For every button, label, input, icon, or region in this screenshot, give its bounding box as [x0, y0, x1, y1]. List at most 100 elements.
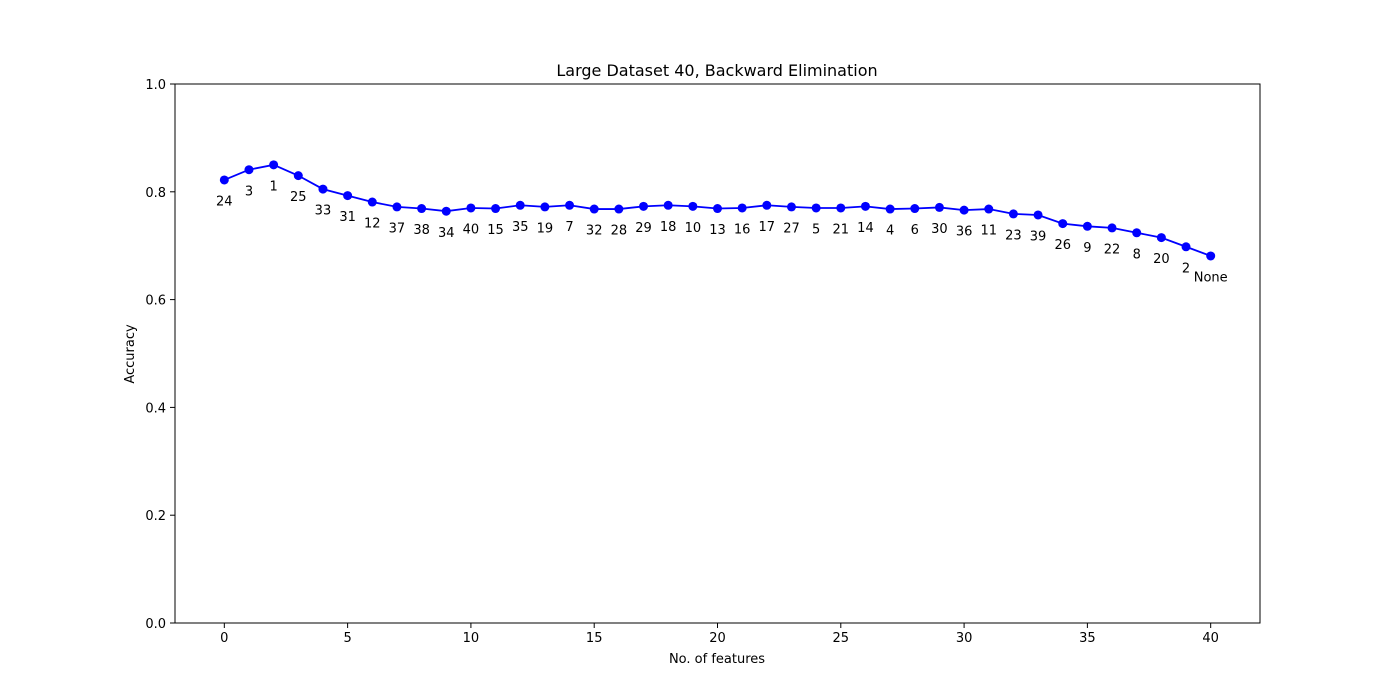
data-point: [1107, 223, 1117, 233]
y-tick-label: 0.0: [145, 617, 166, 632]
data-point: [885, 204, 895, 214]
x-axis-label: No. of features: [669, 652, 765, 667]
data-point: [639, 201, 649, 211]
x-tick-label: 30: [956, 631, 973, 646]
data-point: [293, 171, 303, 181]
data-point: [417, 204, 427, 214]
data-point: [219, 175, 229, 185]
point-label: 14: [857, 221, 874, 236]
point-label: 35: [512, 220, 529, 235]
point-label: 29: [635, 221, 652, 236]
x-tick-label: 15: [586, 631, 603, 646]
x-tick-label: 40: [1202, 631, 1219, 646]
point-label: 20: [1153, 252, 1170, 267]
data-point: [392, 202, 402, 212]
point-label: 21: [833, 223, 850, 238]
x-tick-label: 0: [220, 631, 228, 646]
point-label: 6: [911, 223, 919, 238]
data-point: [269, 160, 279, 170]
data-point: [1156, 233, 1166, 243]
point-label: 19: [537, 221, 554, 236]
y-tick-label: 0.2: [145, 509, 166, 524]
data-point: [959, 205, 969, 215]
x-tick-label: 25: [833, 631, 850, 646]
data-point: [1008, 209, 1018, 219]
point-label: 17: [759, 220, 776, 235]
data-point: [491, 204, 501, 214]
y-tick-label: 0.8: [145, 186, 166, 201]
data-point: [786, 202, 796, 212]
point-label: 2: [1182, 261, 1190, 276]
data-point: [860, 201, 870, 211]
point-label: 12: [364, 217, 381, 232]
point-label: 23: [1005, 228, 1022, 243]
y-tick-label: 1.0: [145, 78, 166, 93]
data-point: [1206, 251, 1216, 261]
point-label: 40: [463, 223, 480, 238]
point-label: 33: [315, 204, 332, 219]
point-label: 25: [290, 190, 307, 205]
point-label: 7: [565, 220, 573, 235]
point-label: 34: [438, 226, 455, 241]
point-label: 10: [685, 221, 702, 236]
point-label: 32: [586, 224, 603, 239]
point-label: 31: [339, 210, 356, 225]
data-point: [1132, 228, 1142, 238]
data-point: [466, 203, 476, 213]
data-point: [1181, 242, 1191, 252]
data-point: [614, 204, 624, 214]
point-label: 9: [1083, 241, 1091, 256]
point-label: None: [1194, 271, 1228, 286]
point-label: 15: [487, 223, 504, 238]
data-point: [540, 202, 550, 212]
data-point: [441, 206, 451, 216]
data-point: [762, 200, 772, 210]
point-label: 5: [812, 223, 820, 238]
x-tick-label: 20: [709, 631, 726, 646]
data-point: [589, 204, 599, 214]
point-label: 1: [269, 179, 277, 194]
x-tick-label: 10: [463, 631, 480, 646]
point-label: 8: [1133, 247, 1141, 262]
series-group: [219, 160, 1216, 261]
point-label: 18: [660, 220, 677, 235]
y-tick-label: 0.6: [145, 294, 166, 309]
point-label: 16: [734, 223, 751, 238]
plot-frame: [174, 83, 1261, 624]
point-label: 3: [245, 184, 253, 199]
data-point: [934, 202, 944, 212]
data-point: [367, 197, 377, 207]
data-point: [565, 200, 575, 210]
point-label: 36: [956, 225, 973, 240]
point-label: 38: [413, 223, 430, 238]
data-point: [688, 201, 698, 211]
point-label: 28: [611, 224, 628, 239]
data-point: [910, 204, 920, 214]
point-label: 13: [709, 223, 726, 238]
data-point: [244, 165, 254, 175]
point-label: 4: [886, 224, 894, 239]
point-label: 27: [783, 221, 800, 236]
y-tick-label: 0.4: [145, 401, 166, 416]
data-point: [343, 191, 353, 201]
data-point: [836, 203, 846, 213]
data-point: [713, 204, 722, 214]
data-point: [1058, 219, 1068, 229]
data-point: [737, 203, 747, 213]
point-label: 11: [980, 224, 997, 239]
y-axis-label: Accuracy: [123, 324, 138, 384]
data-point: [318, 184, 328, 194]
data-point: [515, 200, 525, 210]
data-point: [984, 204, 994, 214]
data-point: [811, 203, 821, 213]
x-tick-label: 35: [1079, 631, 1096, 646]
point-label: 26: [1054, 238, 1071, 253]
point-label: 22: [1104, 242, 1121, 257]
point-label: 39: [1030, 230, 1047, 245]
ticks: 0 5 10 15 20 25 30 35 40 0.0 0.2 0.4 0.6 0.8 1.0: [145, 78, 1219, 646]
chart-title: Large Dataset 40, Backward Elimination: [556, 61, 877, 80]
point-label: 30: [931, 222, 948, 237]
